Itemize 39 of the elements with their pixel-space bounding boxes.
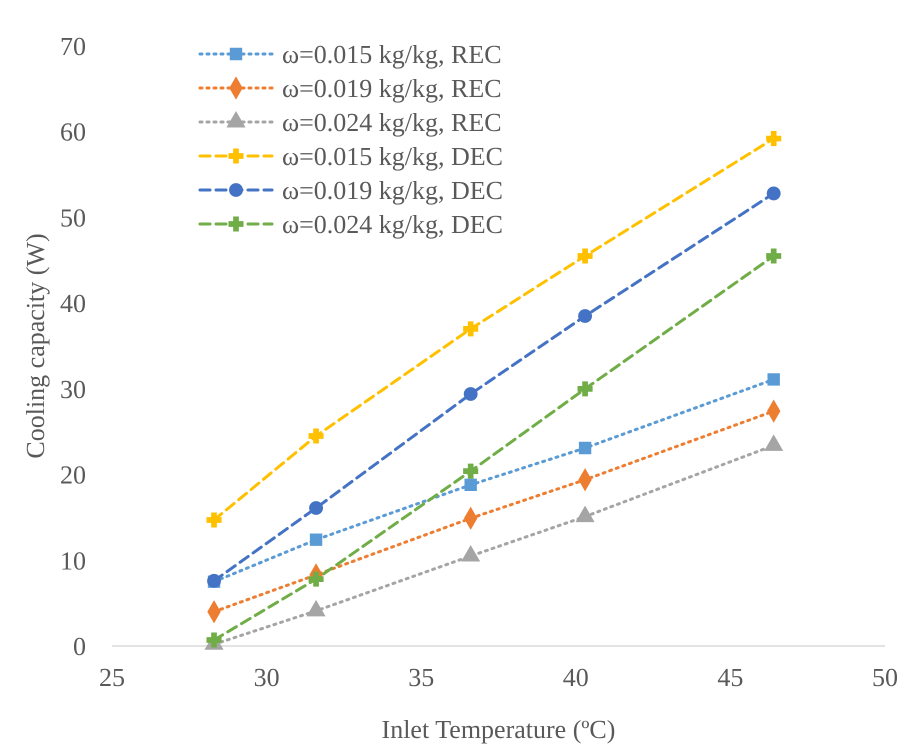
y-tick-label: 10 xyxy=(60,546,86,576)
x-axis-title: Inlet Temperature (ºC) xyxy=(382,715,616,744)
y-tick-label: 60 xyxy=(60,118,86,147)
x-tick-label: 50 xyxy=(872,663,898,692)
y-axis-title: Cooling capacity (W) xyxy=(21,233,50,459)
y-tick-label: 40 xyxy=(60,289,86,318)
point xyxy=(463,464,478,479)
y-tick-label: 70 xyxy=(60,32,86,61)
point xyxy=(766,248,782,264)
point xyxy=(308,572,324,587)
x-tick-label: 35 xyxy=(408,663,434,692)
legend-label: ω=0.019 kg/kg, REC xyxy=(282,74,502,103)
legend-label: ω=0.024 kg/kg, DEC xyxy=(282,210,503,239)
point xyxy=(206,512,222,528)
point xyxy=(767,373,780,386)
point xyxy=(308,428,324,444)
x-tick-label: 40 xyxy=(562,663,589,692)
x-tick-label: 25 xyxy=(99,663,125,692)
x-tick-label: 30 xyxy=(254,663,280,692)
point xyxy=(309,501,324,515)
point xyxy=(578,442,592,454)
legend-label: ω=0.015 kg/kg, DEC xyxy=(282,142,503,171)
point xyxy=(464,387,478,401)
y-tick-label: 0 xyxy=(73,632,86,661)
point xyxy=(464,478,477,492)
legend-label: ω=0.019 kg/kg, DEC xyxy=(282,176,503,205)
y-tick-label: 30 xyxy=(60,374,86,404)
point xyxy=(578,381,593,396)
legend-label: ω=0.015 kg/kg, REC xyxy=(282,40,502,69)
y-tick-label: 20 xyxy=(60,460,86,490)
x-tick-label: 45 xyxy=(717,663,744,692)
point xyxy=(766,131,782,146)
point xyxy=(766,186,781,200)
point xyxy=(310,534,322,546)
point xyxy=(463,321,478,336)
point xyxy=(578,309,592,323)
legend-label: ω=0.024 kg/kg, REC xyxy=(282,108,502,137)
y-tick-label: 50 xyxy=(60,203,86,232)
point xyxy=(578,248,593,264)
